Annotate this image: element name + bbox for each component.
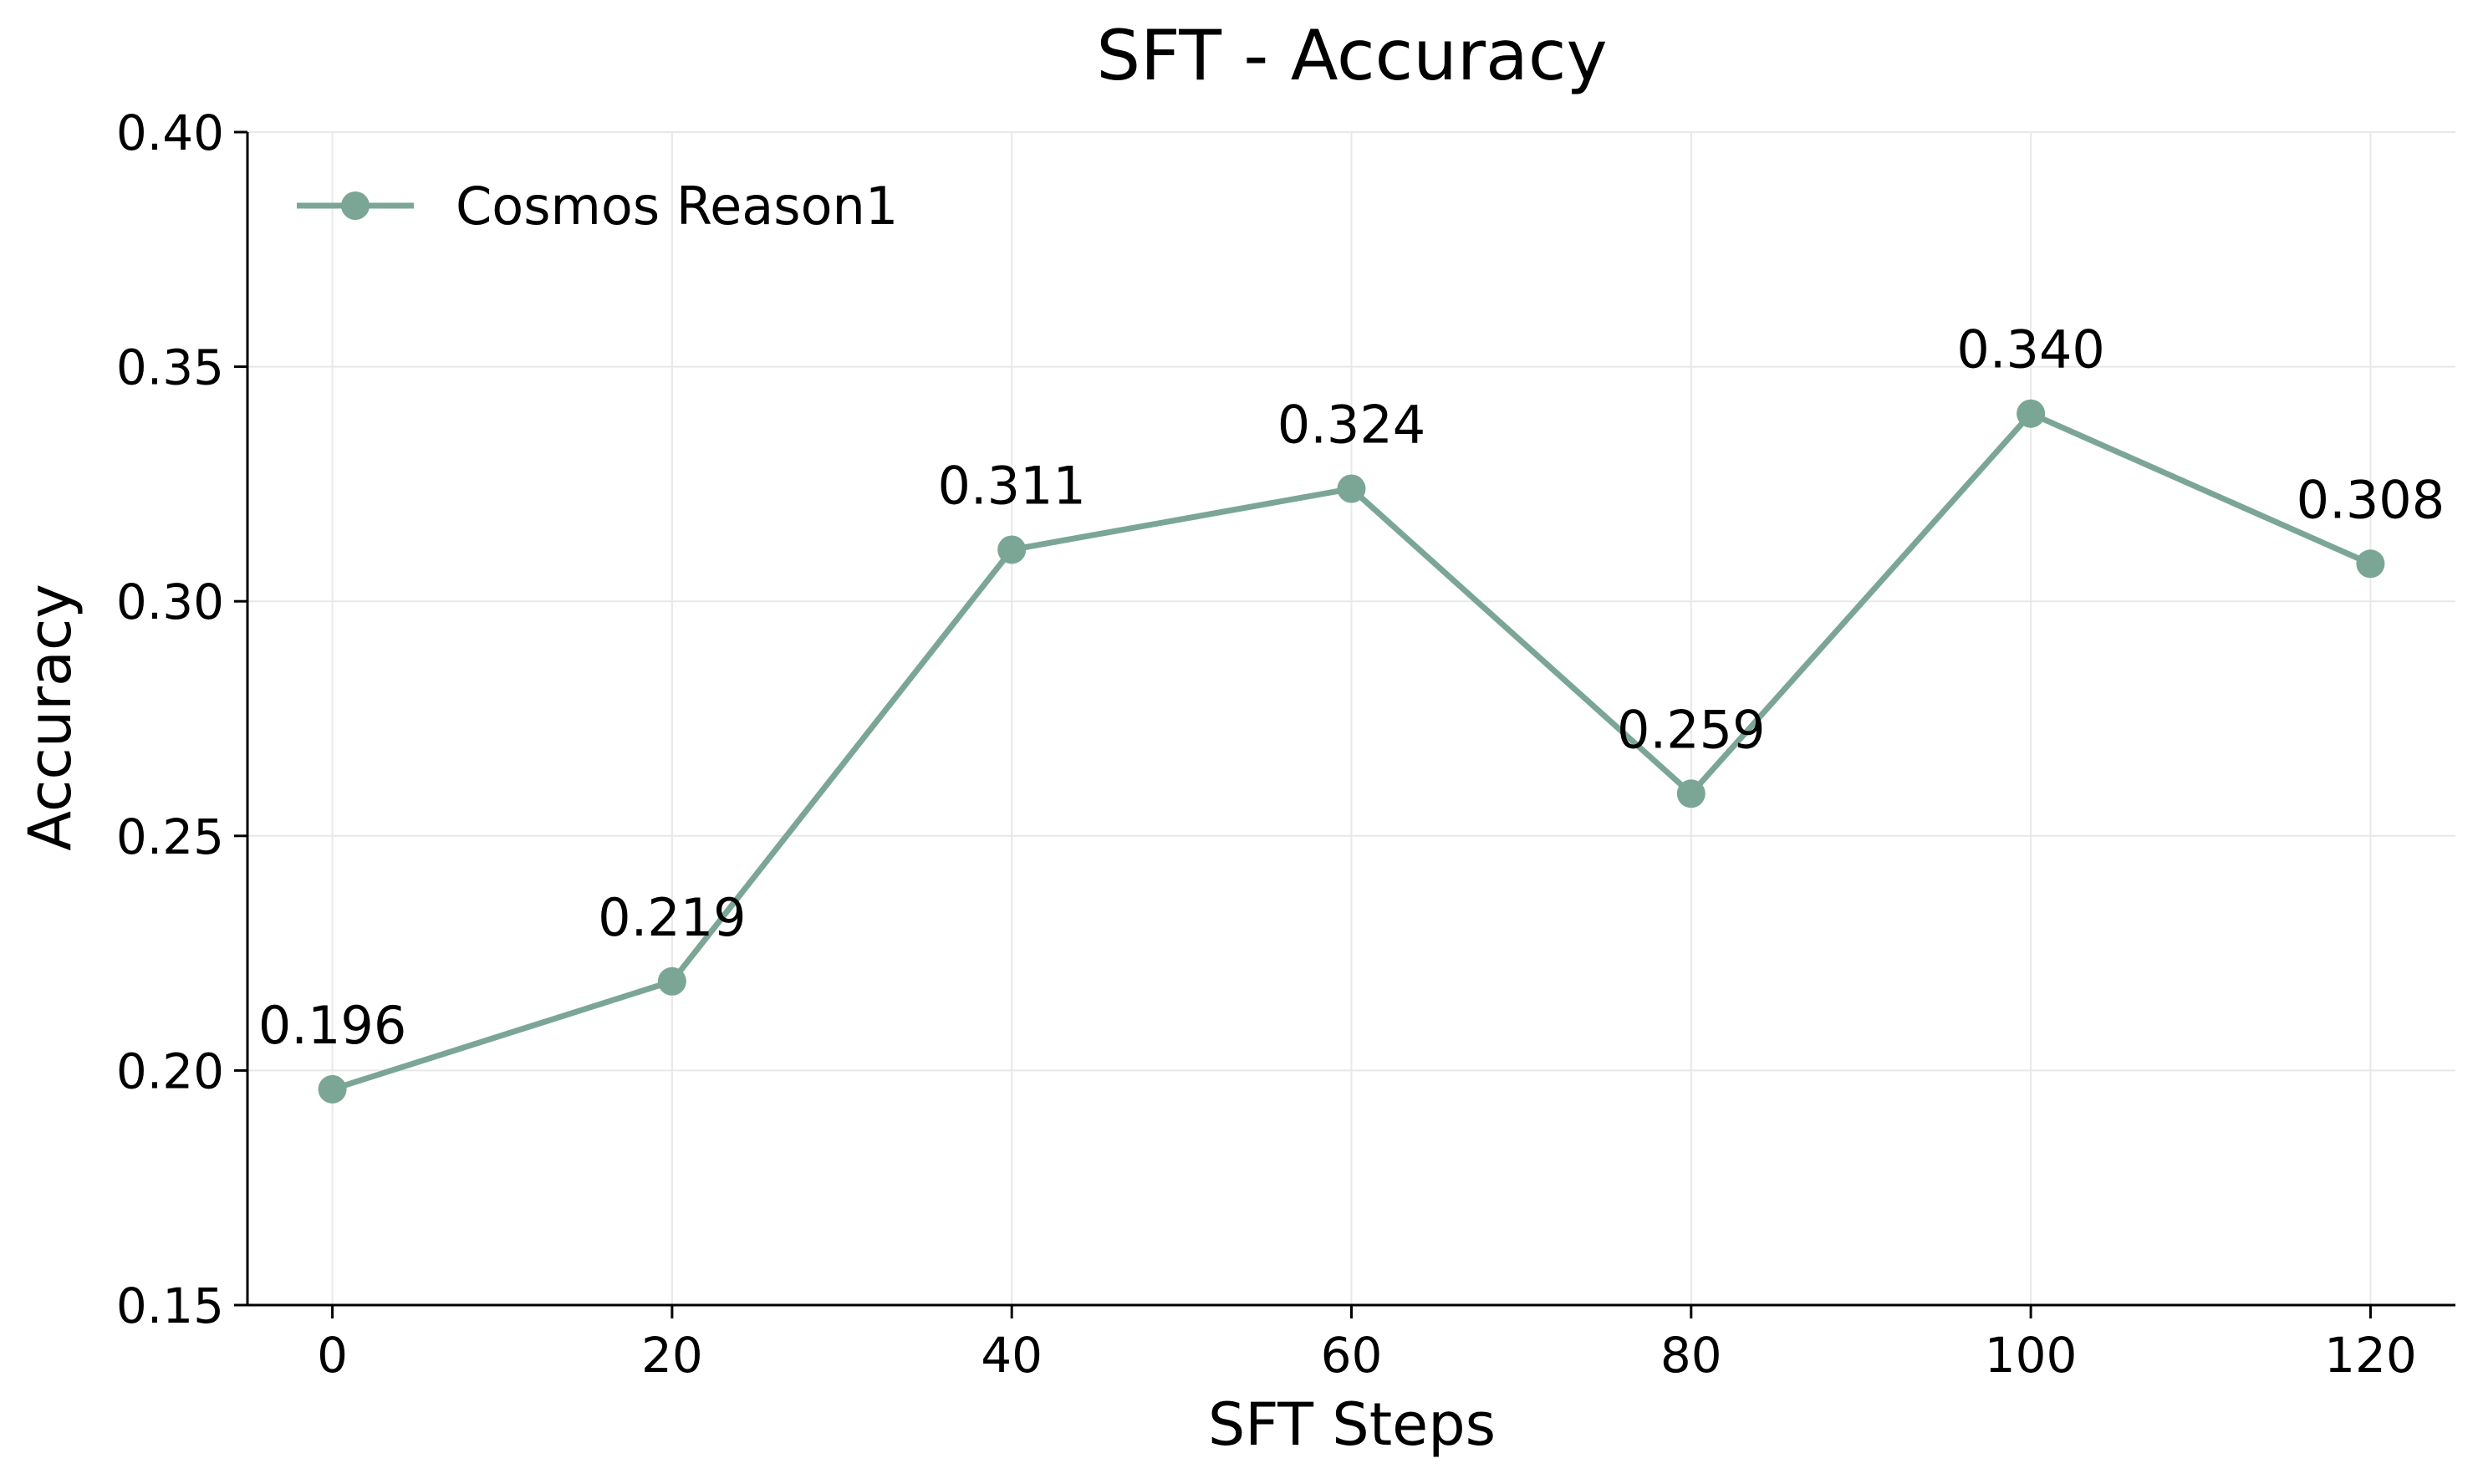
x-tick-label: 40 bbox=[981, 1327, 1043, 1384]
x-tick-label: 80 bbox=[1660, 1327, 1722, 1384]
x-axis-title: SFT Steps bbox=[1208, 1390, 1496, 1459]
data-point bbox=[657, 966, 686, 996]
data-point bbox=[2017, 399, 2046, 428]
data-label: 0.340 bbox=[1956, 319, 2105, 380]
chart-title: SFT - Accuracy bbox=[1096, 15, 1607, 96]
data-label: 0.259 bbox=[1617, 699, 1766, 760]
data-label: 0.311 bbox=[937, 455, 1086, 516]
legend-label: Cosmos Reason1 bbox=[456, 176, 898, 237]
series-group: 0.196 0.219 0.311 0.324 0.259 0.340 0.308 bbox=[258, 319, 2445, 1104]
x-tick-label: 20 bbox=[641, 1327, 703, 1384]
data-point bbox=[997, 535, 1027, 564]
y-tick-label: 0.15 bbox=[116, 1277, 224, 1334]
x-tick-label: 60 bbox=[1321, 1327, 1383, 1384]
data-point bbox=[2356, 549, 2385, 579]
y-tick-label: 0.30 bbox=[116, 574, 224, 630]
data-label: 0.324 bbox=[1277, 395, 1426, 456]
y-tick-label: 0.20 bbox=[116, 1043, 224, 1099]
y-tick-label: 0.35 bbox=[116, 339, 224, 396]
x-axis-ticks: 0 20 40 60 80 100 120 bbox=[317, 1305, 2417, 1384]
data-point bbox=[1337, 474, 1366, 503]
legend: Cosmos Reason1 bbox=[297, 176, 898, 237]
legend-marker-swatch bbox=[341, 191, 370, 220]
data-label: 0.196 bbox=[258, 995, 407, 1056]
y-tick-label: 0.40 bbox=[116, 105, 224, 161]
y-tick-label: 0.25 bbox=[116, 808, 224, 865]
x-tick-label: 100 bbox=[1985, 1327, 2078, 1384]
grid-lines bbox=[247, 131, 2455, 1306]
x-tick-label: 120 bbox=[2324, 1327, 2417, 1384]
data-label: 0.308 bbox=[2297, 469, 2445, 530]
data-point bbox=[318, 1074, 347, 1104]
x-tick-label: 0 bbox=[317, 1327, 348, 1384]
data-point bbox=[1676, 779, 1706, 808]
y-axis-ticks: 0.15 0.20 0.25 0.30 0.35 0.40 bbox=[116, 105, 247, 1334]
data-label: 0.219 bbox=[598, 887, 747, 948]
y-axis-title: Accuracy bbox=[16, 584, 84, 851]
